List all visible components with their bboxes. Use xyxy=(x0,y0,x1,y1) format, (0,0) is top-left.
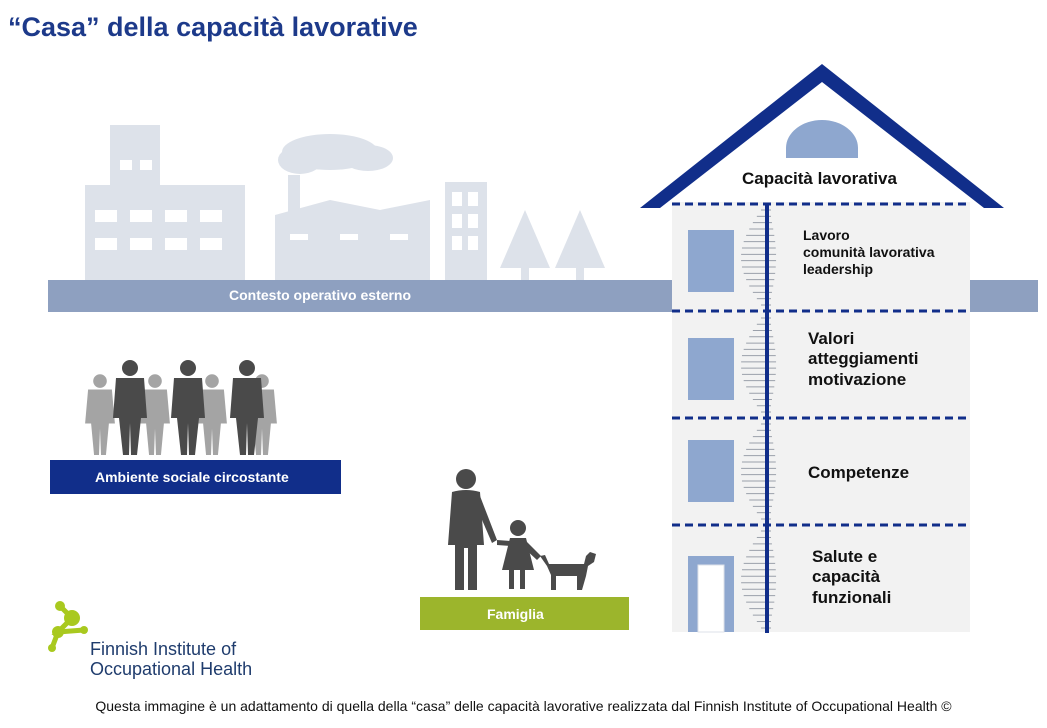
building-windows xyxy=(95,160,478,250)
social-environment-bar xyxy=(50,460,341,494)
person-icon xyxy=(85,374,115,455)
floor-1-line-1: Salute e xyxy=(812,547,878,566)
social-environment-label: Ambiente sociale circostante xyxy=(95,469,289,485)
floor-3-text: Valori atteggiamenti motivazione xyxy=(808,329,919,390)
floor-4-line-1: Lavoro xyxy=(803,227,850,243)
image-caption: Questa immagine è un adattamento di quel… xyxy=(95,698,952,714)
house-door xyxy=(697,564,725,633)
attic-window xyxy=(786,120,858,158)
page-title: “Casa” della capacità lavorative xyxy=(8,12,418,42)
floor-1-line-3: funzionali xyxy=(812,587,892,607)
floor-4-text: Lavoro comunità lavorativa leadership xyxy=(803,227,935,277)
person-icon xyxy=(140,374,170,455)
floor-3-line-1: Valori xyxy=(808,329,855,348)
crowd-icon xyxy=(85,360,277,455)
fioh-logo-icon xyxy=(48,601,88,652)
logo-line-1: Finnish Institute of xyxy=(90,639,237,659)
external-context-label: Contesto operativo esterno xyxy=(229,287,412,303)
staircase-pole xyxy=(765,205,769,633)
family-icon xyxy=(448,469,596,590)
person-icon xyxy=(171,360,205,455)
family-label: Famiglia xyxy=(487,606,544,622)
floor-2-text: Competenze xyxy=(808,463,909,483)
city-skyline xyxy=(85,125,605,280)
family-bar xyxy=(420,597,629,630)
floor-1-text: Salute e capacità funzionali xyxy=(812,547,891,608)
floor-3-line-2: atteggiamenti xyxy=(808,349,919,369)
floor-1-line-2: capacità xyxy=(812,567,881,587)
floor-2-line-1: Competenze xyxy=(808,463,910,482)
floor-dividers xyxy=(672,202,970,527)
person-icon xyxy=(197,374,227,455)
floor-4-line-2: comunità lavorativa xyxy=(803,243,935,260)
floor-3-line-3: motivazione xyxy=(808,369,907,389)
roof-label: Capacità lavorativa xyxy=(742,169,897,188)
logo-line-2: Occupational Health xyxy=(90,658,253,679)
fioh-logo-text: Finnish Institute of Occupational Health xyxy=(90,639,253,680)
roof xyxy=(640,64,1004,208)
person-icon xyxy=(230,360,264,455)
person-icon xyxy=(113,360,147,455)
floor-4-line-3: leadership xyxy=(803,260,874,277)
